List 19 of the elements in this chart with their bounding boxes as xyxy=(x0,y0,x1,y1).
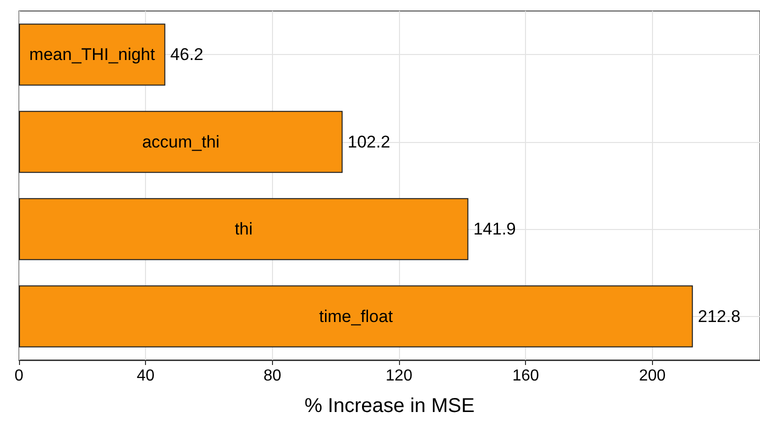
data-label: 46.2 xyxy=(170,45,204,64)
y-tick-label: thi xyxy=(234,220,253,239)
x-tick-label: 200 xyxy=(638,368,666,384)
y-tick-label: accum_thi xyxy=(142,132,220,152)
bar xyxy=(19,198,468,260)
x-tick-label: 120 xyxy=(386,368,412,384)
data-label: 141.9 xyxy=(473,220,516,239)
x-tick-label: 80 xyxy=(263,368,282,384)
x-tick-label: 160 xyxy=(512,368,540,384)
data-label: 212.8 xyxy=(698,306,740,326)
bar xyxy=(19,110,343,173)
data-label: 102.2 xyxy=(348,132,390,152)
bar xyxy=(19,285,693,348)
x-tick-label: 0 xyxy=(14,368,24,384)
bar xyxy=(19,24,166,86)
x-axis-title: % Increase in MSE xyxy=(304,395,475,417)
x-tick-label: 40 xyxy=(136,368,155,384)
y-tick-label: mean_THI_night xyxy=(29,45,156,64)
y-tick-label: time_float xyxy=(319,306,394,326)
